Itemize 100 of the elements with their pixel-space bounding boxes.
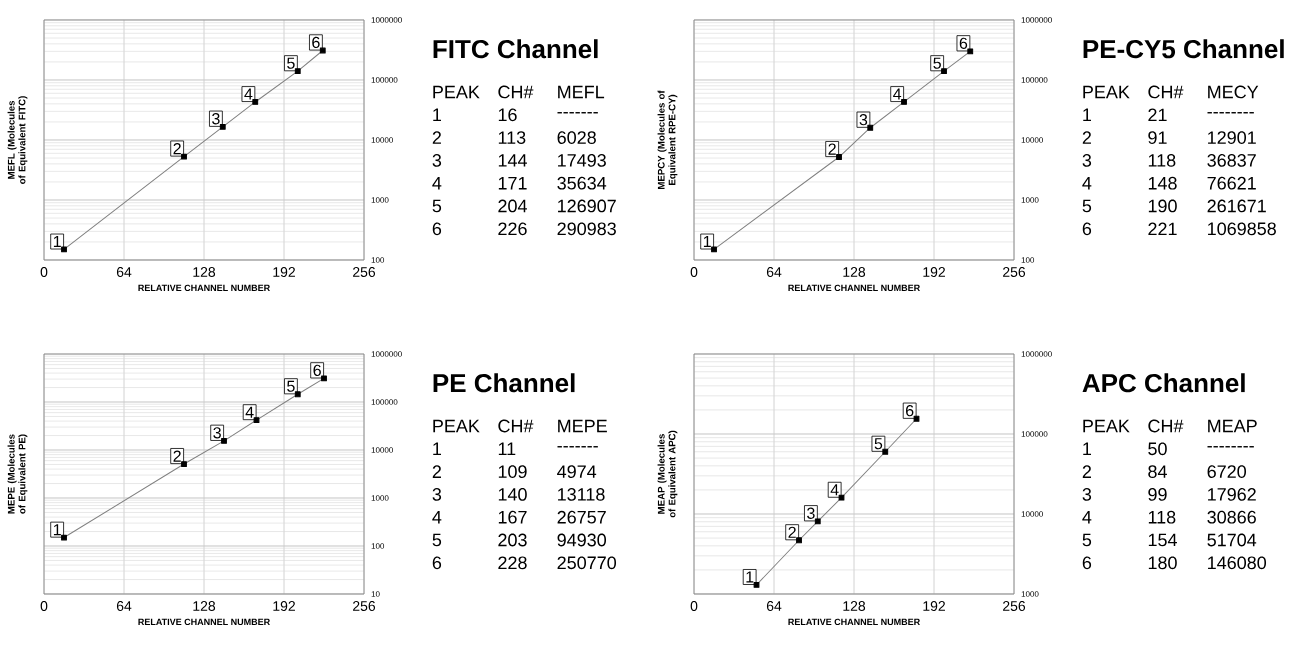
text: 4974 [557, 465, 597, 478]
annotation: 4 [244, 88, 253, 100]
annotation: 6 [313, 364, 321, 377]
annotation: 4 [245, 406, 254, 418]
text: 6 [1082, 222, 1092, 236]
text: CH# [1148, 419, 1184, 433]
text: ------- [557, 112, 598, 114]
point [319, 47, 326, 54]
text: MEAP [1208, 419, 1257, 433]
text: 1 [1083, 442, 1092, 455]
text: CH# [498, 419, 534, 433]
text: 17962 [1208, 488, 1256, 501]
text: 51704 [1207, 533, 1257, 547]
text: 4 [432, 176, 442, 190]
text: 167 [498, 510, 527, 524]
text: 84 [1148, 465, 1167, 478]
text: 99 [1148, 488, 1167, 501]
annotation: 5 [287, 57, 295, 69]
point [913, 415, 920, 422]
text: 35634 [557, 176, 607, 190]
text: 118 [1148, 154, 1176, 167]
text: 203 [498, 533, 527, 547]
text: 4 [432, 511, 442, 524]
text: 226 [498, 222, 527, 236]
text: 3 [432, 488, 442, 501]
annotation: 2 [173, 142, 181, 155]
text: 4 [1082, 176, 1092, 190]
point [181, 461, 187, 467]
annotation: 5 [874, 438, 883, 450]
point [753, 581, 760, 588]
point [836, 154, 842, 160]
text: 6028 [557, 131, 596, 144]
point [252, 99, 259, 105]
text: 3 [1082, 488, 1092, 501]
text: 190 [1148, 199, 1177, 213]
annotation: 5 [287, 380, 295, 392]
annotation: 5 [933, 57, 941, 69]
text: 290983 [557, 222, 616, 236]
point [253, 417, 260, 423]
point [882, 448, 889, 455]
text: 50 [1148, 442, 1167, 456]
annotation: 2 [788, 526, 796, 538]
annotation: 1 [53, 524, 61, 536]
text: 11 [498, 442, 516, 455]
text: 228 [498, 556, 527, 570]
point [967, 48, 974, 55]
text: 1 [433, 442, 441, 455]
annotation: 3 [807, 507, 815, 519]
point [796, 537, 802, 544]
text: 91 [1148, 131, 1167, 144]
text: PEAK [1083, 419, 1130, 433]
point [814, 518, 821, 525]
text: 12901 [1208, 131, 1256, 144]
text: CH# [498, 85, 534, 99]
text: PE Channel [433, 373, 575, 393]
text: APC Channel [1082, 373, 1245, 393]
text: 21 [1148, 108, 1167, 122]
text: 17493 [558, 154, 606, 167]
text: 146080 [1208, 556, 1267, 570]
text: 36837 [1207, 154, 1256, 167]
annotation: 2 [828, 143, 836, 155]
annotation: 1 [53, 236, 61, 248]
text: 1069858 [1208, 222, 1276, 236]
text: 1 [1083, 108, 1092, 121]
text: 126907 [558, 199, 616, 213]
point [838, 494, 845, 501]
text: 171 [498, 176, 527, 190]
text: 6 [432, 222, 442, 236]
text: 5 [432, 199, 442, 213]
annotation: 6 [959, 37, 968, 49]
text: 180 [1148, 556, 1177, 570]
text: MEPE [558, 419, 607, 433]
text: 1 [433, 108, 441, 121]
text: 140 [498, 488, 527, 501]
text: 13118 [558, 488, 605, 501]
text: 5 [432, 533, 442, 547]
text: 76621 [1207, 176, 1256, 190]
text: 261671 [1207, 199, 1266, 213]
annotation: 3 [213, 427, 221, 439]
point [711, 246, 717, 253]
text: 144 [498, 154, 527, 167]
point [867, 124, 874, 131]
text: 30866 [1207, 510, 1256, 524]
text: 6 [1082, 556, 1092, 570]
text: CH# [1148, 85, 1184, 99]
text: 26757 [557, 510, 606, 524]
text: 2 [1082, 465, 1091, 478]
text: 154 [1148, 533, 1177, 547]
text: 109 [498, 465, 527, 478]
text: 94930 [557, 533, 607, 547]
text: 6 [432, 556, 442, 570]
point [941, 68, 947, 75]
annotation: 6 [312, 36, 320, 49]
text: 221 [1148, 222, 1177, 236]
annotation: 1 [703, 236, 711, 248]
annotation: 3 [859, 114, 868, 126]
annotation: 4 [830, 484, 839, 496]
text: 2 [432, 131, 441, 144]
text: 5 [1082, 199, 1092, 213]
text: 16 [498, 108, 517, 122]
